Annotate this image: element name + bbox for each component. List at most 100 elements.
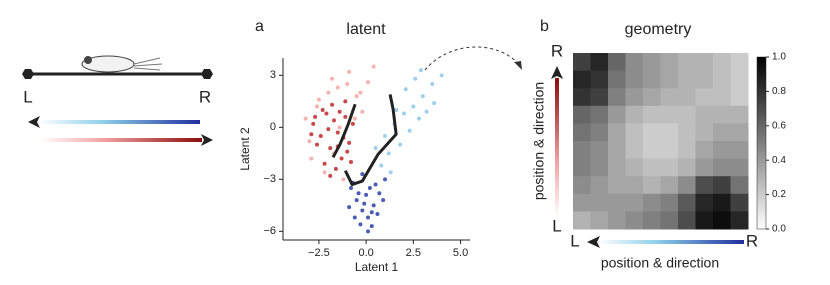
point: [328, 146, 333, 151]
arrowhead: [551, 66, 563, 79]
point: [343, 114, 348, 119]
heat-cell: [695, 88, 714, 107]
heat-cell: [573, 193, 591, 212]
point: [420, 94, 425, 99]
point: [366, 80, 370, 85]
heat-cell: [713, 141, 731, 160]
point: [411, 104, 416, 109]
point: [337, 109, 342, 114]
leftward-arrow: [38, 120, 200, 124]
y-axis-label: position & direction: [531, 82, 547, 200]
point: [367, 186, 372, 190]
point: [394, 108, 399, 112]
heat-cell: [573, 105, 591, 124]
heat-cell: [678, 123, 696, 142]
heat-cell: [730, 193, 749, 212]
point: [345, 149, 350, 154]
track-end: [201, 69, 213, 79]
point: [320, 108, 325, 112]
heat-cell: [730, 88, 749, 107]
point: [303, 116, 308, 121]
arrowhead: [201, 134, 213, 146]
heat-cell: [643, 123, 661, 142]
point: [350, 121, 355, 126]
track-end: [22, 69, 34, 79]
heat-cell: [608, 211, 626, 230]
heat-cell: [730, 158, 749, 177]
heat-cell: [660, 123, 679, 142]
heat-cell: [695, 158, 714, 177]
heat-cell: [590, 70, 609, 89]
heat-cell: [608, 70, 626, 89]
arrowhead: [587, 236, 600, 248]
heat-cell: [573, 123, 591, 142]
heat-cell: [713, 158, 731, 177]
heat-cell: [678, 193, 696, 212]
x-tick-label: 2.5: [406, 247, 421, 259]
y-tick-label: 0: [270, 121, 276, 133]
heat-cell: [590, 141, 609, 160]
heat-cell: [678, 70, 696, 89]
heat-cell: [660, 53, 679, 72]
mouse-tail: [133, 57, 163, 71]
heat-cell: [660, 105, 679, 124]
point: [358, 222, 363, 227]
x-axis-label: Latent 1: [355, 260, 399, 274]
x-tick-label: 5.0: [453, 247, 468, 259]
heat-cell: [730, 70, 749, 89]
heat-cell: [678, 105, 696, 124]
heat-cell: [678, 211, 696, 230]
heat-cell: [573, 53, 591, 72]
point: [383, 134, 387, 138]
heat-cell: [590, 123, 609, 142]
heat-cell: [625, 53, 644, 72]
point: [307, 139, 312, 144]
point: [335, 85, 340, 90]
point: [369, 224, 374, 229]
point: [377, 191, 382, 196]
point: [418, 68, 423, 73]
heat-cell: [625, 105, 644, 124]
point: [407, 128, 412, 133]
heat-cell: [625, 158, 644, 177]
heat-cell: [660, 158, 679, 177]
heat-cell: [625, 88, 644, 107]
heat-cell: [695, 211, 714, 230]
point: [324, 111, 329, 116]
heat-cell: [678, 53, 696, 72]
point: [309, 132, 314, 137]
colorbar-tick-label: 0.8: [772, 86, 786, 97]
colorbar-tick-label: 0.2: [772, 189, 786, 200]
point: [328, 173, 333, 178]
point: [354, 198, 359, 203]
heat-cell: [590, 158, 609, 177]
heat-cell: [608, 141, 626, 160]
heat-cell: [643, 141, 661, 160]
heat-cell: [573, 176, 591, 195]
point: [371, 203, 376, 208]
heat-cell: [608, 53, 626, 72]
heat-cell: [713, 211, 731, 230]
point: [349, 160, 353, 164]
point: [417, 116, 421, 121]
heat-cell: [695, 193, 714, 212]
heat-cell: [573, 211, 591, 230]
heat-cell: [713, 105, 731, 124]
heat-cell: [695, 141, 714, 160]
heat-cell: [573, 158, 591, 177]
heat-cell: [678, 158, 696, 177]
heat-cell: [625, 176, 644, 195]
heat-cell: [713, 88, 731, 107]
heat-cell: [660, 70, 679, 89]
point: [341, 177, 346, 182]
colorbar-tick-label: 1.0: [772, 52, 786, 63]
heat-cell: [730, 211, 749, 230]
point: [339, 156, 344, 161]
x-end-label: R: [746, 231, 758, 250]
heat-cell: [590, 211, 609, 230]
point: [364, 192, 369, 197]
point: [375, 212, 380, 216]
link-arrow: [424, 46, 521, 71]
heat-cell: [590, 193, 609, 212]
